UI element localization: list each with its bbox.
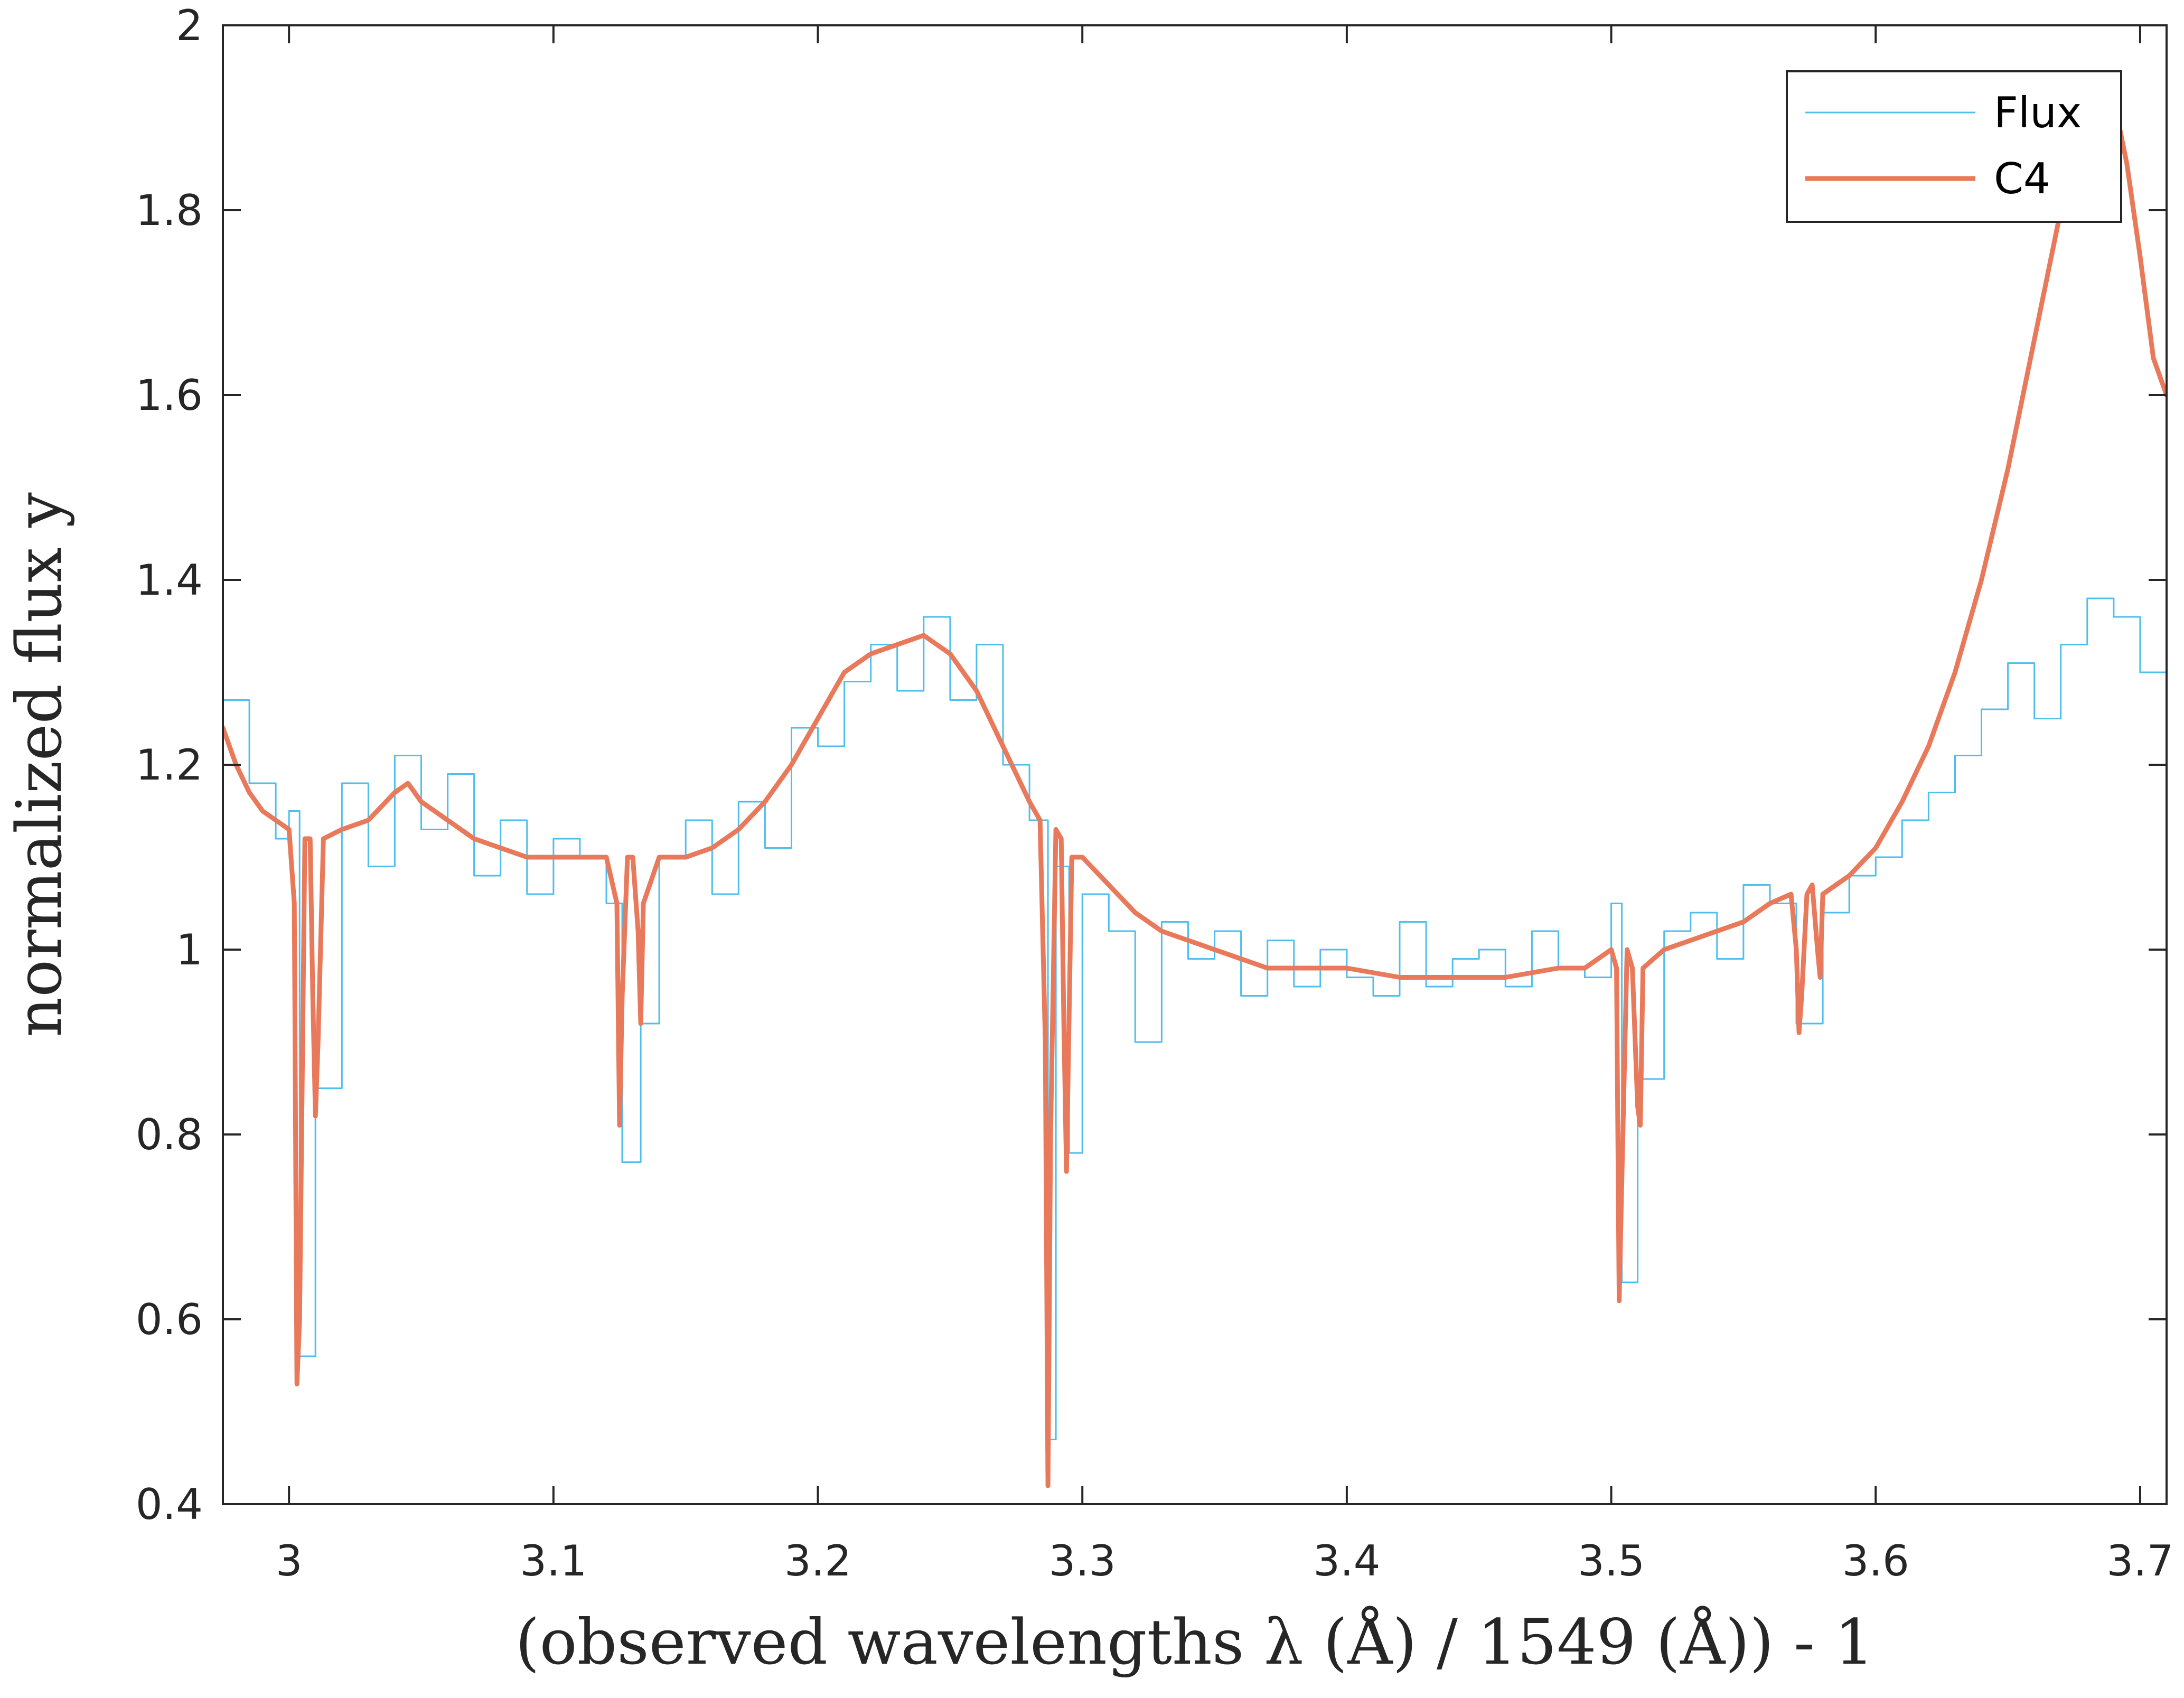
x-tick-label: 3.7 xyxy=(2106,1536,2173,1586)
y-tick-label: 1.6 xyxy=(136,371,203,420)
legend-box xyxy=(1786,70,2122,223)
x-tick-label: 3.6 xyxy=(1842,1536,1909,1586)
y-tick-label: 1 xyxy=(176,925,203,974)
x-axis-title: (observed wavelengths λ (Å) / 1549 (Å)) … xyxy=(515,1606,1874,1678)
y-tick-label: 1.8 xyxy=(136,186,203,235)
x-tick-label: 3.4 xyxy=(1313,1536,1380,1586)
y-axis-title: normalized flux y xyxy=(3,492,76,1037)
series-layer xyxy=(223,88,2167,1488)
x-tick-label: 3.5 xyxy=(1578,1536,1645,1586)
x-tick-label: 3 xyxy=(276,1536,303,1586)
x-tick-label: 3.2 xyxy=(784,1536,851,1586)
y-tick-label: 0.4 xyxy=(136,1480,203,1529)
x-tick-label: 3.3 xyxy=(1049,1536,1116,1586)
legend: Flux C4 xyxy=(1786,70,2122,223)
series-line-c4 xyxy=(223,88,2167,1488)
y-tick-label: 2 xyxy=(176,1,203,50)
y-tick-label: 1.4 xyxy=(136,556,203,605)
legend-label-flux: Flux xyxy=(1994,88,2082,137)
y-tick-label: 0.8 xyxy=(136,1110,203,1159)
x-tick-label: 3.1 xyxy=(520,1536,587,1586)
y-tick-label: 0.6 xyxy=(136,1295,203,1344)
ticks-layer: 3 3.1 3.2 3.3 3.4 3.5 3.6 3.7 0.4 0.6 0.8 1 1.2 1.4 1.… xyxy=(136,1,2174,1586)
legend-label-c4: C4 xyxy=(1994,154,2050,203)
y-tick-label: 1.2 xyxy=(136,740,203,790)
